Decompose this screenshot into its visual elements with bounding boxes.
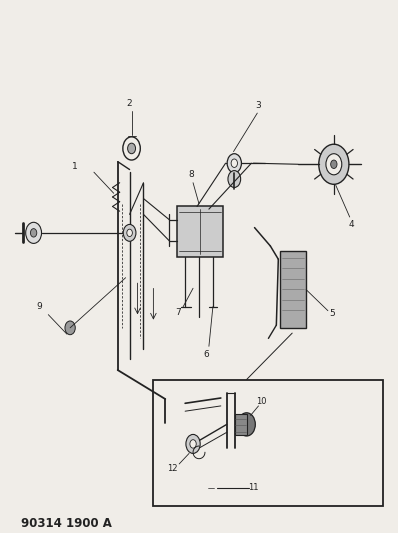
Text: 5: 5 (329, 309, 335, 318)
Circle shape (128, 143, 136, 154)
Ellipse shape (205, 483, 217, 492)
Circle shape (331, 160, 337, 168)
Text: 11: 11 (249, 483, 259, 492)
Text: 6: 6 (203, 350, 209, 359)
Circle shape (186, 434, 200, 454)
Text: 9: 9 (36, 302, 42, 311)
Circle shape (231, 159, 238, 167)
Circle shape (228, 171, 241, 188)
Circle shape (326, 154, 342, 175)
Circle shape (190, 440, 196, 448)
Bar (235, 414, 247, 435)
Circle shape (123, 224, 136, 241)
Text: 1: 1 (72, 163, 78, 172)
Bar (280, 252, 306, 328)
Circle shape (227, 154, 242, 173)
Bar (153, 379, 383, 506)
Circle shape (30, 229, 37, 237)
Text: 90314 1900 A: 90314 1900 A (21, 516, 111, 530)
Text: 12: 12 (167, 464, 178, 473)
Circle shape (65, 321, 75, 335)
Text: 4: 4 (349, 221, 355, 229)
Text: 7: 7 (175, 308, 181, 317)
Circle shape (238, 413, 256, 436)
Text: 2: 2 (127, 99, 132, 108)
Circle shape (123, 137, 140, 160)
Text: 3: 3 (256, 101, 261, 110)
Text: 8: 8 (188, 171, 194, 179)
Circle shape (319, 144, 349, 184)
Circle shape (26, 222, 41, 244)
Text: 10: 10 (256, 397, 267, 406)
Bar (177, 206, 223, 256)
Circle shape (127, 229, 133, 237)
